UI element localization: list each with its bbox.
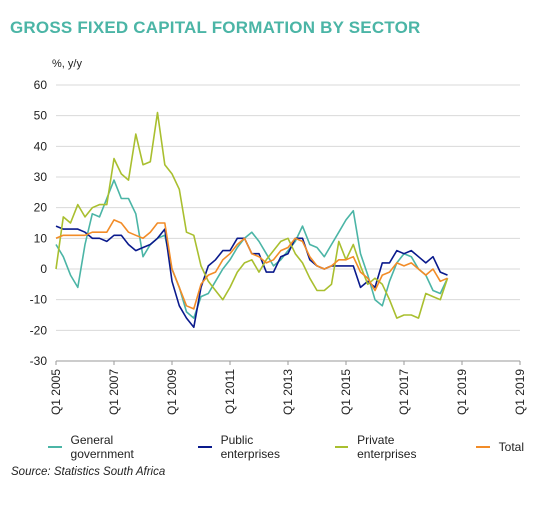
y-tick-label: -20: [30, 323, 48, 337]
legend-label: General government: [70, 433, 134, 461]
x-tick-label: Q1 2011: [223, 369, 237, 414]
x-tick-labels: Q1 2005 Q1 2007 Q1 2009 Q1 2011 Q1 2013 Q1 20…: [49, 361, 527, 415]
series-line-total: [55, 219, 448, 310]
x-tick-label: Q1 2017: [397, 369, 411, 415]
series-lines: [55, 111, 449, 329]
x-tick-label: Q1 2019: [455, 369, 469, 415]
legend-item-public-enterprises: Public enterprises: [198, 433, 313, 461]
legend-label: Public enterprises: [220, 433, 280, 461]
y-tick-label: -10: [30, 293, 48, 307]
y-tick-label: 50: [34, 109, 48, 123]
x-tick-label: Q1 2019: [513, 369, 527, 415]
grid-lines: [56, 84, 520, 362]
legend-swatch: [198, 446, 212, 448]
legend-swatch: [334, 446, 349, 448]
legend-swatch: [48, 446, 62, 448]
x-tick-label: Q1 2015: [339, 369, 353, 415]
y-tick-label: 0: [40, 262, 47, 276]
y-tick-label: 30: [34, 170, 48, 184]
source-note: Source: Statistics South Africa: [11, 466, 166, 478]
y-tick-label: 10: [34, 231, 48, 245]
x-tick-label: Q1 2009: [165, 369, 179, 415]
y-tick-label: -30: [30, 354, 48, 368]
chart-title: GROSS FIXED CAPITAL FORMATION BY SECTOR: [10, 18, 421, 37]
y-axis-label: %, y/y: [52, 58, 82, 70]
legend-item-general-government: General government: [48, 433, 176, 461]
series-line-public-enterprises: [55, 225, 448, 329]
y-tick-label: 40: [34, 139, 48, 153]
legend-item-private-enterprises: Private enterprises: [334, 433, 454, 461]
x-tick-label: Q1 2007: [107, 369, 121, 415]
x-tick-label: Q1 2005: [49, 369, 63, 415]
y-tick-label: 20: [34, 201, 48, 215]
series-line-private-enterprises: [55, 111, 449, 319]
legend-label: Private enterprises: [357, 433, 417, 461]
legend-label: Total: [498, 440, 524, 454]
legend-swatch: [475, 446, 490, 448]
y-tick-labels: 60 50 40 30 20 10 0 -10 -20 -30: [30, 78, 48, 368]
x-tick-label: Q1 2013: [281, 369, 295, 415]
legend: General government Public enterprises Pr…: [48, 433, 546, 461]
series-line-general-government: [55, 179, 449, 319]
legend-item-total: Total: [475, 433, 524, 461]
y-tick-label: 60: [34, 78, 48, 92]
